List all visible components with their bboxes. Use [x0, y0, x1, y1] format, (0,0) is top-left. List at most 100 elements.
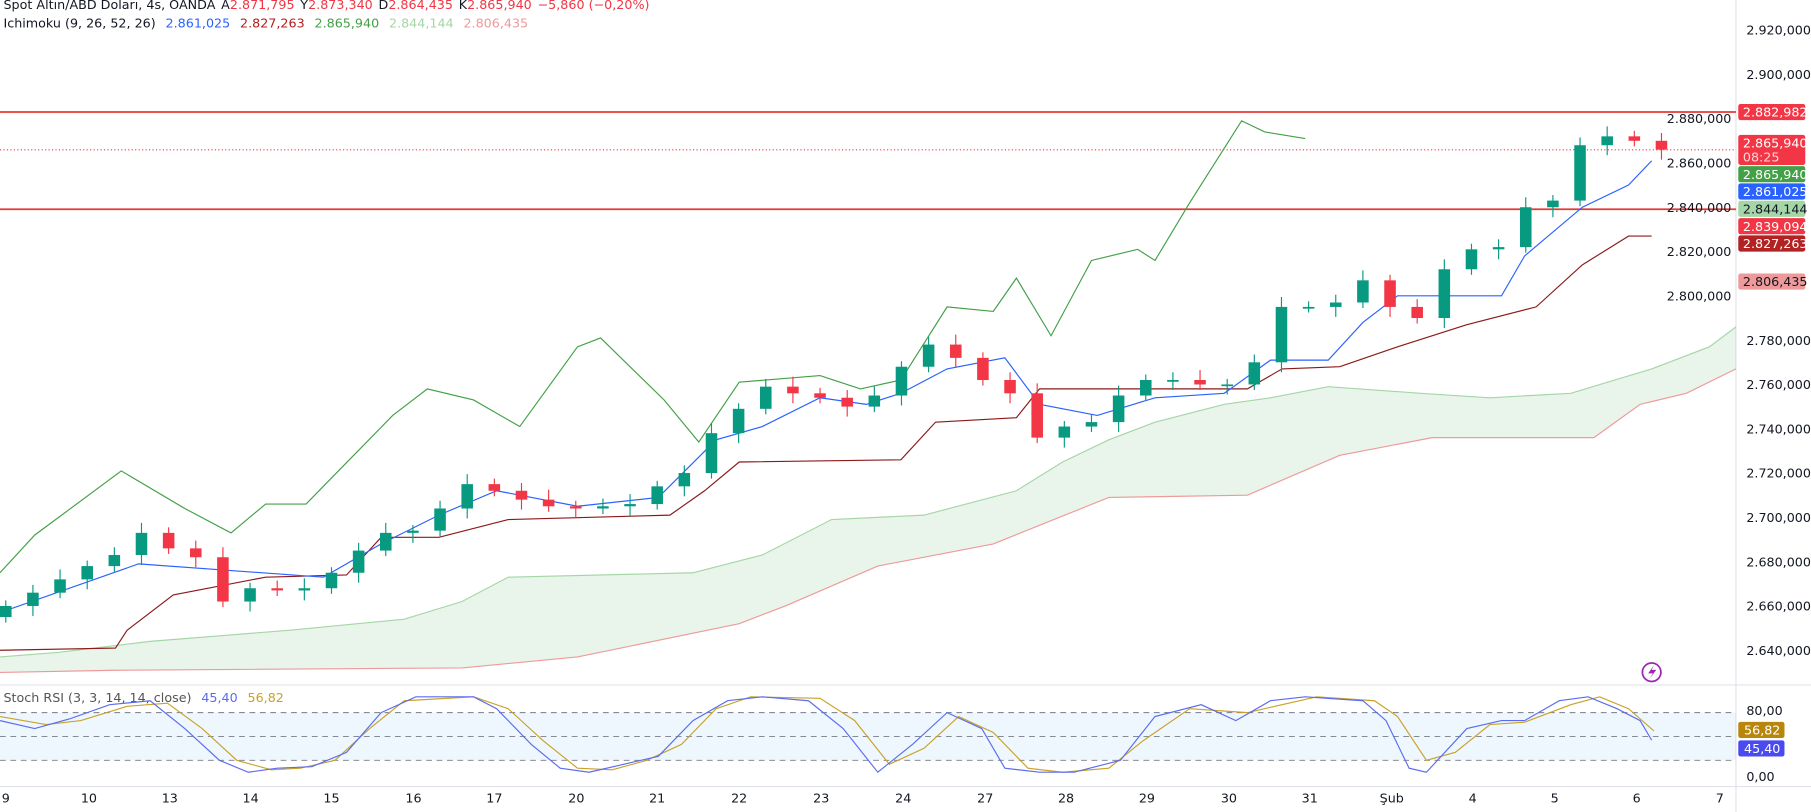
candle-body: [651, 486, 663, 505]
candle-body: [27, 592, 39, 606]
span-a-line: [0, 326, 1737, 658]
stoch-axis-0: 0,00: [1746, 769, 1774, 784]
price-badge-label: 2.827,263: [1743, 236, 1808, 251]
candle-body: [162, 532, 175, 549]
open-label: A: [221, 0, 230, 13]
candle-body: [759, 386, 772, 409]
candle: [1519, 197, 1532, 253]
candle-body: [217, 557, 229, 602]
price-badge-label: 2.861,025: [1743, 184, 1808, 199]
candle: [1004, 372, 1016, 404]
candle: [1302, 301, 1315, 313]
price-tick-label: 2.760,000: [1746, 377, 1811, 392]
candle: [1167, 372, 1179, 390]
candle-body: [1221, 384, 1233, 387]
price-badge-label: 2.844,144: [1743, 201, 1808, 216]
price-tick-label: 2.880,000: [1667, 111, 1732, 126]
candle-body: [1248, 362, 1261, 385]
stoch-d-value: 56,82: [247, 690, 284, 706]
candle-body: [0, 605, 12, 618]
time-tick-label: 27: [977, 791, 993, 806]
candle: [949, 334, 962, 368]
price-badge-label: 2.839,094: [1743, 219, 1808, 234]
candle-body: [81, 566, 93, 580]
stoch-k-line: [0, 696, 1653, 774]
chikou-line: [0, 120, 1306, 574]
candle: [461, 474, 473, 519]
stoch-legend[interactable]: Stoch RSI (3, 3, 14, 14, close) 45,40 56…: [3, 691, 289, 706]
candle: [1329, 294, 1342, 317]
candle-body: [1411, 306, 1423, 318]
time-tick-label: 29: [1139, 791, 1155, 806]
high-label: Y: [300, 0, 309, 13]
price-tick-label: 2.680,000: [1746, 554, 1811, 569]
candle-body: [1519, 207, 1532, 248]
candle-body: [244, 588, 256, 602]
candle: [597, 498, 609, 515]
candle: [434, 500, 446, 537]
candle: [1085, 414, 1098, 433]
candle: [325, 567, 338, 594]
ichimoku-label: Ichimoku (9, 26, 52, 26): [3, 16, 156, 32]
candle: [81, 560, 93, 590]
candle: [787, 376, 799, 404]
candle: [1438, 259, 1451, 328]
time-tick-label: 17: [486, 791, 502, 806]
time-tick-label: 16: [405, 791, 421, 806]
candle: [1248, 354, 1261, 390]
open-value: 2.871,795: [229, 0, 295, 13]
candle-body: [1384, 280, 1396, 307]
close-value: 2.865,940: [467, 0, 532, 13]
ichimoku-tenkan-value: 2.861,025: [165, 16, 231, 32]
ichimoku-legend[interactable]: Ichimoku (9, 26, 52, 26) 2.861,025 2.827…: [3, 16, 533, 31]
candle-body: [1302, 306, 1315, 309]
candle: [542, 489, 555, 512]
price-tick-label: 2.820,000: [1667, 244, 1732, 259]
candle: [1492, 239, 1505, 260]
candle-body: [705, 433, 718, 474]
candle: [1384, 274, 1396, 317]
candle: [569, 500, 582, 519]
span-b-line: [0, 368, 1737, 674]
candle: [732, 403, 745, 444]
price-tick-label: 2.800,000: [1667, 288, 1732, 303]
candle: [27, 584, 39, 616]
candle-body: [1574, 145, 1586, 201]
time-tick-label: 10: [81, 791, 97, 806]
price-badge-label: 2.865,940: [1743, 136, 1808, 151]
candle-body: [1194, 380, 1206, 385]
candle: [841, 389, 853, 417]
price-badge: [1738, 166, 1806, 183]
candle-body: [407, 530, 419, 533]
candle-body: [271, 588, 283, 591]
candle-body: [1139, 380, 1152, 396]
candle: [407, 525, 419, 543]
time-tick-label: Şub: [1380, 791, 1404, 806]
price-badge: [1738, 134, 1806, 165]
price-tick-label: 2.860,000: [1667, 156, 1732, 171]
candle-body: [542, 499, 555, 507]
candle-body: [895, 366, 908, 396]
candle: [298, 578, 311, 601]
time-tick-label: 14: [243, 791, 259, 806]
candle-body: [189, 548, 202, 558]
stoch-d-badge: [1738, 721, 1785, 739]
low-value: 2.864,435: [388, 0, 453, 13]
candle-body: [1329, 302, 1342, 307]
price-badge-label: 2.806,435: [1743, 274, 1808, 289]
candle-body: [1547, 200, 1559, 208]
price-badge: [1738, 273, 1806, 290]
time-tick-label: 23: [813, 791, 829, 806]
time-tick-label: 28: [1058, 791, 1074, 806]
stoch-d-badge-label: 56,82: [1744, 723, 1780, 738]
candle-body: [841, 397, 853, 407]
stoch-k-badge-label: 45,40: [1744, 741, 1780, 756]
time-tick-label: 15: [323, 791, 339, 806]
candle-body: [488, 484, 501, 491]
candle-body: [434, 508, 446, 531]
candle: [1357, 270, 1369, 309]
ichimoku-kijun-value: 2.827,263: [240, 16, 305, 32]
candle: [1601, 126, 1613, 156]
